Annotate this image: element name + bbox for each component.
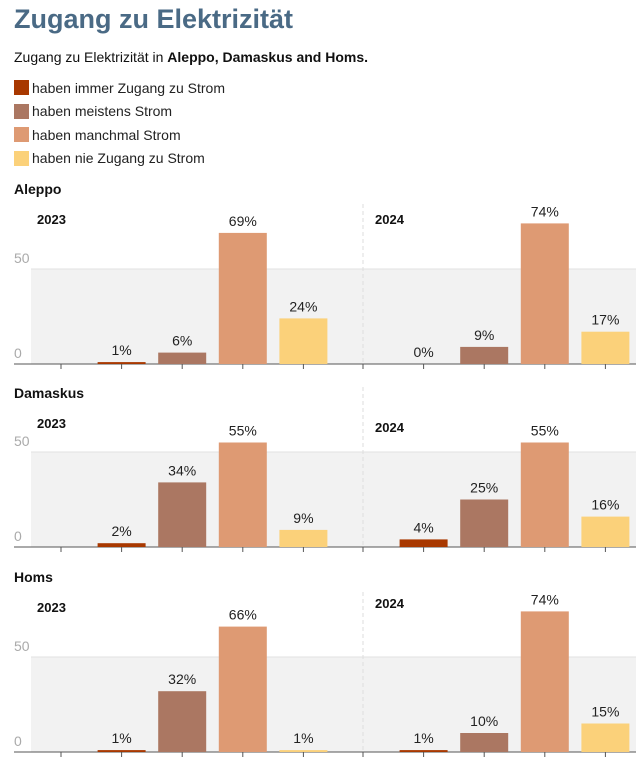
bar [399, 539, 448, 547]
y-tick-label: 50 [14, 433, 30, 449]
legend-label: haben immer Zugang zu Strom [32, 79, 225, 96]
bar [218, 232, 267, 364]
subtitle-bold: Aleppo, Damaskus and Homs. [167, 49, 369, 65]
data-label: 24% [289, 298, 317, 314]
data-label: 55% [229, 423, 257, 439]
bar [460, 346, 509, 364]
data-label: 66% [229, 607, 257, 623]
data-label: 4% [413, 519, 433, 535]
y-tick-label: 50 [14, 250, 30, 266]
y-tick-label: 0 [14, 528, 22, 544]
panel-title: Aleppo [14, 181, 61, 197]
legend-swatch [14, 127, 29, 143]
bar [460, 733, 509, 752]
year-label: 2024 [375, 212, 405, 227]
data-label: 69% [229, 213, 257, 229]
legend-label: haben meistens Strom [32, 103, 173, 120]
legend-swatch [14, 103, 29, 119]
data-label: 1% [111, 730, 131, 746]
y-tick-label: 0 [14, 345, 22, 361]
data-label: 25% [470, 480, 498, 496]
panel-title: Damaskus [14, 385, 84, 401]
year-label: 2023 [37, 600, 66, 615]
bar [460, 499, 509, 547]
panel-title: Homs [14, 569, 53, 585]
data-label: 0% [413, 344, 433, 360]
bar [581, 331, 630, 364]
bar [97, 543, 146, 547]
data-label: 55% [531, 423, 559, 439]
data-label: 1% [413, 730, 433, 746]
bar [158, 352, 207, 364]
data-label: 74% [531, 203, 559, 219]
data-label: 17% [591, 312, 619, 328]
chart-subtitle: Zugang zu Elektrizität in Aleppo, Damask… [14, 49, 368, 65]
bar [520, 611, 569, 752]
year-label: 2024 [375, 596, 405, 611]
data-label: 9% [474, 327, 494, 343]
data-label: 74% [531, 591, 559, 607]
legend-item: haben meistens Strom [14, 100, 225, 124]
bar [97, 750, 146, 752]
data-label: 15% [591, 704, 619, 720]
data-label: 1% [111, 342, 131, 358]
bar [158, 691, 207, 752]
subtitle-text: Zugang zu Elektrizität in [14, 49, 168, 65]
data-label: 1% [293, 730, 313, 746]
year-label: 2023 [37, 416, 66, 431]
legend-label: haben nie Zugang zu Strom [32, 150, 205, 167]
year-label: 2024 [375, 420, 405, 435]
data-label: 10% [470, 713, 498, 729]
bar [399, 750, 448, 752]
y-tick-label: 50 [14, 638, 30, 654]
bar [581, 516, 630, 547]
bar [520, 223, 569, 364]
bar [581, 723, 630, 752]
data-label: 9% [293, 510, 313, 526]
legend-item: haben manchmal Strom [14, 123, 225, 147]
bar [218, 442, 267, 547]
bar [158, 482, 207, 547]
year-label: 2023 [37, 212, 66, 227]
legend-swatch [14, 150, 29, 166]
bar [279, 750, 328, 752]
data-label: 2% [111, 523, 131, 539]
bar [279, 318, 328, 364]
bar [97, 362, 146, 364]
y-tick-label: 0 [14, 733, 22, 749]
bar [520, 442, 569, 547]
legend-label: haben manchmal Strom [32, 126, 181, 143]
chart-title: Zugang zu Elektrizität [14, 4, 294, 34]
data-label: 6% [172, 333, 192, 349]
bar [279, 529, 328, 547]
data-label: 32% [168, 671, 196, 687]
data-label: 16% [591, 497, 619, 513]
bar [218, 626, 267, 752]
legend: haben immer Zugang zu Strom haben meisten… [14, 76, 225, 170]
legend-swatch [14, 80, 29, 96]
legend-item: haben immer Zugang zu Strom [14, 76, 225, 100]
data-label: 34% [168, 462, 196, 478]
legend-item: haben nie Zugang zu Strom [14, 147, 225, 171]
